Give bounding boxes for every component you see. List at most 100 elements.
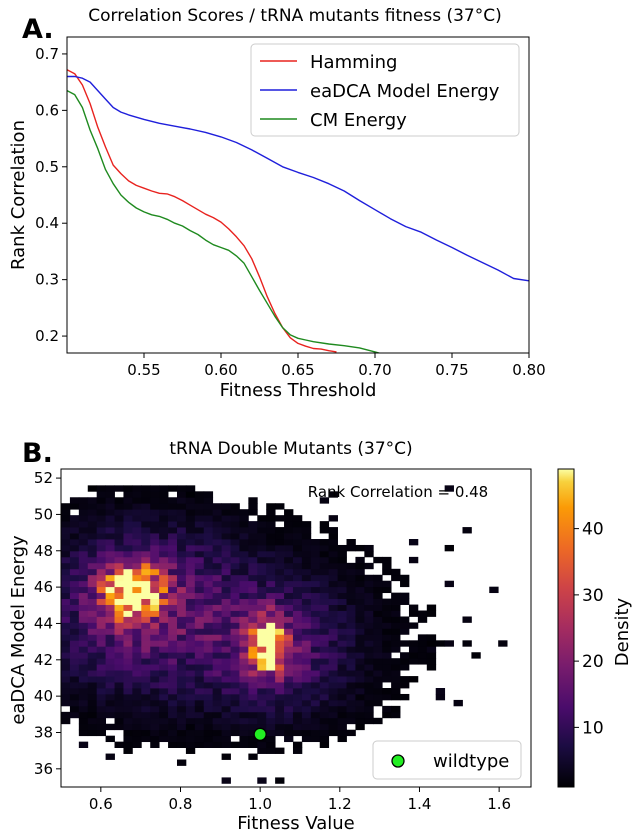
heatmap-cell <box>221 586 231 594</box>
heatmap-cell <box>435 688 446 695</box>
heatmap-cell <box>168 533 178 540</box>
heatmap-cell <box>230 580 240 588</box>
heatmap-cell <box>114 723 124 731</box>
heatmap-cell <box>150 693 160 701</box>
heatmap-cell <box>185 628 196 635</box>
heatmap-cell <box>221 705 231 713</box>
heatmap-cell <box>257 616 267 623</box>
heatmap-cell <box>266 592 276 599</box>
heatmap-cell <box>123 568 133 576</box>
heatmap-cell <box>373 592 383 599</box>
heatmap-cell <box>176 485 187 492</box>
heatmap-cell <box>78 592 89 599</box>
y-tick-label: 0.4 <box>35 214 59 232</box>
heatmap-cell <box>203 574 214 582</box>
heatmap-cell <box>257 533 267 540</box>
heatmap-cell <box>185 515 196 522</box>
heatmap-cell <box>355 646 365 653</box>
heatmap-cell <box>239 568 249 576</box>
heatmap-cell <box>185 544 196 552</box>
heatmap-cell <box>275 729 285 737</box>
heatmap-cell <box>301 550 312 558</box>
x-tick-label: 0.8 <box>169 795 193 813</box>
heatmap-cell <box>239 735 249 743</box>
heatmap-cell <box>364 711 374 719</box>
heatmap-cell <box>426 604 437 611</box>
heatmap-cell <box>248 741 258 748</box>
heatmap-cell <box>310 634 321 641</box>
heatmap-cell <box>301 574 312 582</box>
heatmap-cell <box>87 699 98 707</box>
heatmap-cell <box>168 550 178 558</box>
heatmap-cell <box>310 717 321 725</box>
heatmap-cell <box>185 562 196 570</box>
heatmap-cell <box>114 646 124 653</box>
heatmap-cell <box>185 711 196 719</box>
heatmap-cell <box>435 693 446 701</box>
heatmap-cell <box>257 634 267 641</box>
heatmap-cell <box>203 688 214 695</box>
heatmap-cell <box>159 568 169 576</box>
heatmap-cell <box>114 556 124 564</box>
heatmap-cell <box>168 616 178 623</box>
heatmap-cell <box>373 598 383 605</box>
heatmap-cell <box>150 634 160 641</box>
heatmap-cell <box>426 658 437 665</box>
heatmap-cell <box>87 658 98 665</box>
heatmap-cell <box>266 521 276 528</box>
heatmap-cell <box>239 699 249 707</box>
colorbar-tick-label: 40 <box>582 520 604 540</box>
x-tick-label: 0.6 <box>89 795 113 813</box>
heatmap-cell <box>212 640 222 647</box>
heatmap-cell <box>408 556 419 564</box>
heatmap-cell <box>337 658 347 665</box>
heatmap-cell <box>373 604 383 611</box>
heatmap-cell <box>355 580 365 588</box>
heatmap-cell <box>96 652 107 659</box>
heatmap-cell <box>69 533 80 540</box>
heatmap-cell <box>78 646 89 653</box>
heatmap-cell <box>194 598 205 605</box>
heatmap-cell <box>239 670 249 677</box>
heatmap-cell <box>239 604 249 611</box>
heatmap-cell <box>230 640 240 647</box>
heatmap-cell <box>194 515 205 522</box>
heatmap-cell <box>78 723 89 731</box>
heatmap-cell <box>105 705 115 713</box>
heatmap-cell <box>212 604 222 611</box>
heatmap-cell <box>346 562 356 570</box>
heatmap-cell <box>248 610 258 617</box>
heatmap-cell <box>355 562 365 570</box>
heatmap-cell <box>373 616 383 623</box>
heatmap-cell <box>328 604 338 611</box>
heatmap-cell <box>141 568 151 576</box>
heatmap-cell <box>141 682 151 689</box>
heatmap-cell <box>105 711 115 719</box>
heatmap-cell <box>203 527 214 534</box>
heatmap-cell <box>150 735 160 743</box>
heatmap-cell <box>284 598 294 605</box>
heatmap-cell <box>212 521 222 528</box>
heatmap-cell <box>248 580 258 588</box>
heatmap-cell <box>150 598 160 605</box>
heatmap-cell <box>176 729 187 737</box>
heatmap-cell <box>212 544 222 552</box>
heatmap-cell <box>257 640 267 647</box>
heatmap-cell <box>132 556 142 564</box>
heatmap-cell <box>194 693 205 701</box>
heatmap-cell <box>203 586 214 594</box>
heatmap-cell <box>114 634 124 641</box>
heatmap-cell <box>96 568 107 576</box>
heatmap-cell <box>337 622 347 629</box>
heatmap-cell <box>284 699 294 707</box>
heatmap-cell <box>150 515 160 522</box>
heatmap-cell <box>194 682 205 689</box>
heatmap-cell <box>69 711 80 719</box>
heatmap-cell <box>61 622 71 629</box>
heatmap-cell <box>373 670 383 677</box>
heatmap-cell <box>301 676 312 683</box>
heatmap-cell <box>230 527 240 534</box>
heatmap-cell <box>87 550 98 558</box>
heatmap-cell <box>150 533 160 540</box>
heatmap-cell <box>400 693 410 701</box>
